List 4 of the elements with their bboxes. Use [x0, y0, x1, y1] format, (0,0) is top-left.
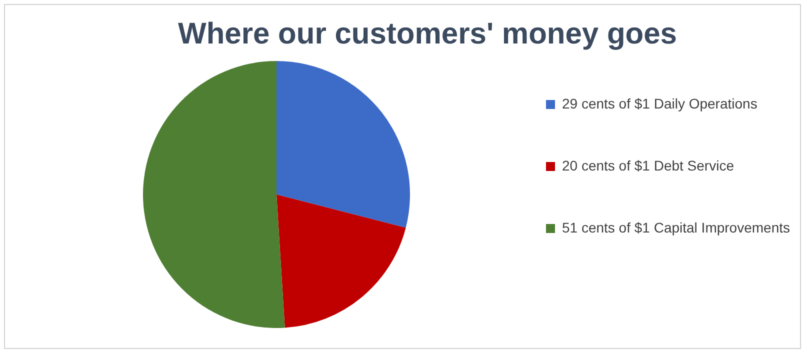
chart-title: Where our customers' money goes [178, 17, 677, 50]
legend-label: 29 cents of $1 Daily Operations [562, 95, 758, 112]
legend-label: 51 cents of $1 Capital Improvements [562, 219, 790, 236]
legend-label: 20 cents of $1 Debt Service [562, 157, 734, 174]
